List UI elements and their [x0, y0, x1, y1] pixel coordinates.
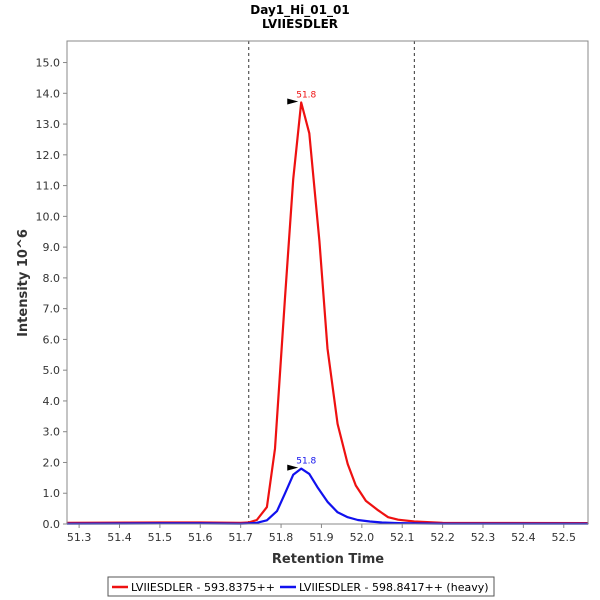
peak-label-0: 51.8: [296, 91, 316, 101]
peak-marker-0: [287, 98, 299, 105]
series-point-1: [337, 511, 339, 513]
y-tick-label: 3.0: [43, 426, 61, 439]
x-tick-label: 52.1: [390, 531, 415, 544]
series-point-0: [292, 178, 294, 180]
x-tick-label: 51.9: [309, 531, 334, 544]
series-point-0: [274, 448, 276, 450]
y-tick-label: 7.0: [43, 303, 61, 316]
x-tick-label: 51.7: [228, 531, 253, 544]
y-axis-title: Intensity 10^6: [16, 229, 31, 337]
series-point-0: [413, 520, 415, 523]
series-point-0: [284, 295, 286, 297]
series-point-1: [316, 486, 318, 488]
series-point-0: [308, 132, 310, 134]
peak-annotations: 51.8 51.8: [287, 91, 317, 471]
x-tick-label: 52.3: [471, 531, 496, 544]
y-tick-label: 12.0: [36, 149, 61, 162]
series-point-1: [292, 474, 294, 476]
peak-marker-1: [287, 464, 299, 471]
series-point-0: [387, 516, 389, 518]
series-point-1: [308, 473, 310, 475]
y-tick-label: 15.0: [36, 57, 61, 70]
y-tick-label: 14.0: [36, 87, 61, 100]
y-tick-label: 10.0: [36, 210, 61, 223]
y-tick-label: 1.0: [43, 487, 61, 500]
x-tick-label: 52.0: [350, 531, 375, 544]
series-point-0: [397, 519, 399, 521]
series-point-1: [266, 519, 268, 521]
series-point-0: [337, 423, 339, 425]
series-point-1: [357, 519, 359, 521]
y-tick-label: 9.0: [43, 241, 61, 254]
x-axis-ticks: 51.3 51.4 51.5 51.6 51.7 51.8 51.9 52.0 52.1 52.2…: [67, 524, 576, 544]
legend-label-heavy: LVIIESDLER - 598.8417++ (heavy): [299, 581, 489, 594]
x-tick-label: 51.3: [67, 531, 92, 544]
y-tick-label: 4.0: [43, 395, 61, 408]
series-point-0: [266, 506, 268, 508]
series-point-1: [369, 520, 371, 523]
y-tick-label: 0.0: [43, 518, 61, 531]
series-point-0: [355, 484, 357, 487]
legend-box: [107, 576, 495, 597]
y-tick-label: 11.0: [36, 180, 61, 193]
peak-label-1: 51.8: [296, 457, 316, 467]
integration-boundaries: [248, 41, 415, 524]
series-point-1: [276, 510, 278, 512]
series-point-0: [377, 509, 379, 511]
series-point-1: [284, 492, 286, 494]
series-point-0: [256, 519, 258, 521]
y-tick-label: 2.0: [43, 456, 61, 469]
y-axis-ticks: 0.0 1.0 2.0 3.0 4.0 5.0 6.0 7.0 8.0 9.0 10.0 11.0 12…: [36, 57, 67, 531]
x-tick-label: 51.4: [107, 531, 132, 544]
x-tick-label: 52.2: [430, 531, 455, 544]
series-point-0: [347, 463, 349, 465]
series-point-0: [318, 240, 320, 242]
chart-title: Day1_Hi_01_01: [250, 3, 349, 18]
y-tick-label: 5.0: [43, 364, 61, 377]
series-point-0: [300, 101, 302, 104]
x-tick-label: 52.5: [552, 531, 577, 544]
y-tick-label: 6.0: [43, 333, 61, 346]
series-point-1: [397, 522, 399, 524]
x-tick-label: 51.5: [148, 531, 173, 544]
series-point-1: [347, 516, 349, 518]
x-tick-label: 51.8: [269, 531, 294, 544]
y-tick-label: 8.0: [43, 272, 61, 285]
series-point-1: [256, 522, 258, 524]
series-point-1: [326, 501, 329, 503]
series-point-0: [365, 500, 367, 502]
chart-subtitle: LVIIESDLER: [262, 17, 338, 31]
series-point-1: [300, 468, 302, 470]
legend-label-light: LVIIESDLER - 593.8375++: [131, 581, 275, 594]
series-point-1: [381, 521, 383, 524]
legend: LVIIESDLER - 593.8375++ LVIIESDLER - 598…: [107, 576, 495, 597]
x-axis-title: Retention Time: [272, 552, 384, 567]
plot-area-frame: [66, 40, 589, 525]
y-tick-label: 13.0: [36, 118, 61, 131]
series-point-0: [326, 348, 329, 350]
x-tick-label: 51.6: [188, 531, 213, 544]
x-tick-label: 52.4: [511, 531, 536, 544]
